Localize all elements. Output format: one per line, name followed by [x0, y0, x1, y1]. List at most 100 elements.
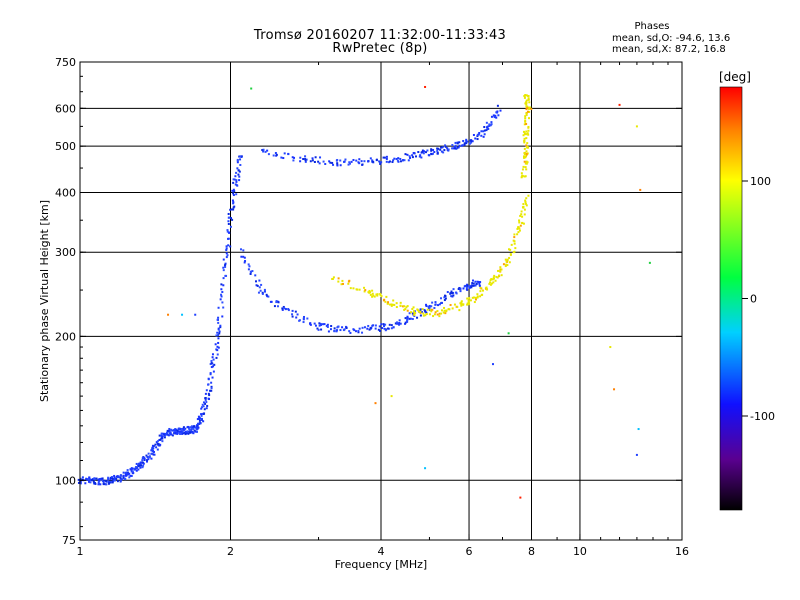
echo-point	[232, 192, 235, 195]
echo-point	[491, 363, 494, 366]
echo-point	[526, 142, 529, 145]
echo-point	[225, 249, 228, 252]
echo-point	[433, 306, 436, 309]
echo-point	[453, 303, 456, 306]
echo-point	[298, 319, 301, 322]
echo-point	[88, 476, 91, 479]
echo-point	[376, 294, 379, 297]
echo-point	[209, 389, 212, 392]
echo-point	[395, 158, 398, 161]
echo-point	[408, 155, 411, 158]
echo-point	[261, 292, 264, 295]
echo-point	[483, 133, 486, 136]
echo-point	[110, 476, 113, 479]
echo-point	[100, 477, 103, 480]
echo-point	[154, 443, 157, 446]
echo-point	[318, 324, 321, 327]
echo-point	[264, 150, 267, 153]
echo-point	[456, 305, 459, 308]
echo-point	[276, 305, 279, 308]
echo-point	[438, 312, 441, 315]
echo-point	[152, 450, 155, 453]
echo-point	[151, 447, 154, 450]
echo-point	[79, 482, 82, 485]
echo-point	[470, 285, 473, 288]
echo-point	[263, 290, 266, 293]
echo-point	[509, 253, 512, 256]
echo-point	[304, 160, 307, 163]
echo-point	[399, 157, 402, 160]
echo-point	[525, 108, 528, 111]
echo-point	[384, 329, 387, 332]
echo-point	[470, 141, 473, 144]
echo-point	[519, 214, 522, 217]
echo-point	[524, 201, 527, 204]
echo-point	[486, 125, 489, 128]
echo-point	[390, 327, 393, 330]
echo-point	[527, 125, 530, 128]
echo-point	[517, 226, 520, 229]
echo-point	[348, 330, 351, 333]
echo-point	[476, 295, 479, 298]
echo-point	[472, 282, 475, 285]
echo-point	[414, 155, 417, 158]
echo-point	[485, 129, 488, 132]
echo-point	[385, 155, 388, 158]
echo-point	[471, 140, 474, 143]
echo-point	[471, 279, 474, 282]
echo-point	[173, 428, 176, 431]
echo-point	[219, 324, 222, 327]
echo-point	[472, 133, 475, 136]
echo-point	[648, 261, 651, 264]
echo-point	[151, 444, 154, 447]
echo-point	[452, 288, 455, 291]
echo-point	[393, 157, 396, 160]
echo-point	[447, 148, 450, 151]
echo-point	[526, 110, 529, 113]
echo-point	[160, 432, 163, 435]
echo-point	[273, 305, 276, 308]
echo-point	[418, 155, 421, 158]
echo-point	[528, 117, 531, 120]
echo-point	[222, 258, 225, 261]
echo-point	[374, 402, 377, 405]
echo-point	[445, 310, 448, 313]
echo-point	[437, 304, 440, 307]
echo-point	[488, 281, 491, 284]
echo-point	[191, 431, 194, 434]
echo-point	[488, 124, 491, 127]
echo-point	[335, 329, 338, 332]
echo-point	[168, 433, 171, 436]
echo-point	[324, 163, 327, 166]
echo-point	[525, 137, 528, 140]
echo-point	[337, 280, 340, 283]
echo-point	[476, 296, 479, 299]
echo-point	[159, 438, 162, 441]
echo-point	[393, 303, 396, 306]
chart-subtitle: RwPretec (8p)	[332, 41, 428, 56]
echo-point	[247, 268, 250, 271]
echo-point	[494, 114, 497, 117]
echo-point	[454, 144, 457, 147]
echo-point	[519, 224, 522, 227]
echo-point	[389, 303, 392, 306]
echo-point	[411, 312, 414, 315]
echo-point	[404, 317, 407, 320]
echo-point	[499, 109, 502, 112]
echo-point	[417, 309, 420, 312]
echo-point	[129, 468, 132, 471]
echo-point	[262, 148, 265, 151]
echo-point	[417, 310, 420, 313]
echo-point	[319, 322, 322, 325]
echo-point	[318, 322, 321, 325]
echo-point	[236, 161, 239, 164]
echo-point	[444, 312, 447, 315]
echo-point	[316, 327, 319, 330]
echo-point	[232, 188, 235, 191]
echo-point	[79, 477, 82, 480]
echo-point	[440, 312, 443, 315]
echo-point	[119, 477, 122, 480]
echo-point	[527, 106, 530, 109]
echo-point	[491, 278, 494, 281]
echo-point	[530, 108, 533, 111]
